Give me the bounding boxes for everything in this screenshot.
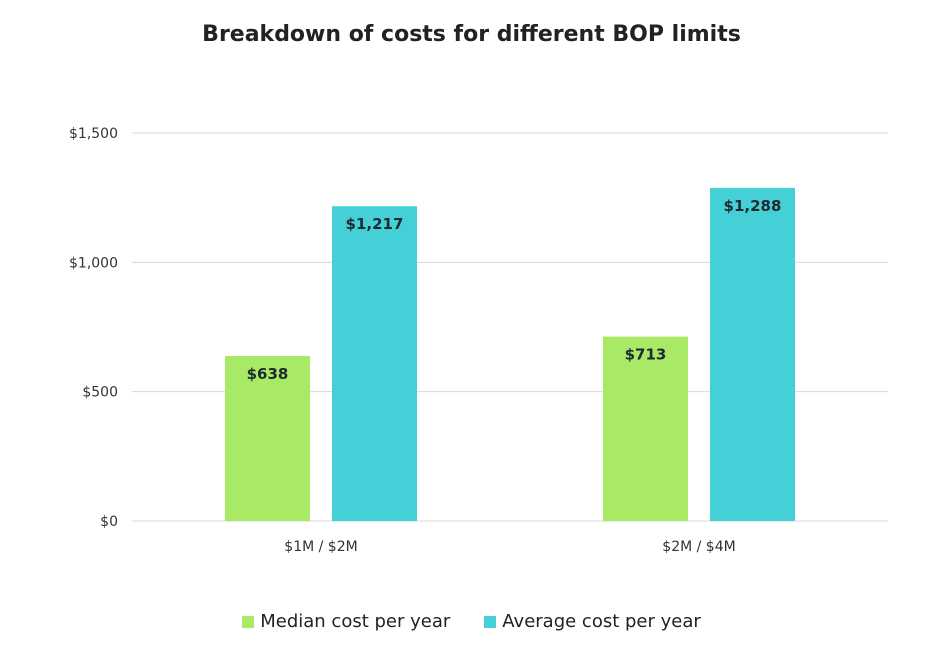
legend: Median cost per year Average cost per ye… — [0, 611, 943, 632]
x-tick-label: $1M / $2M — [284, 539, 357, 555]
data-label: $638 — [247, 365, 289, 383]
y-tick-label: $0 — [100, 514, 118, 530]
legend-swatch-average — [484, 615, 497, 628]
bar — [710, 187, 795, 521]
y-tick-label: $500 — [82, 385, 118, 401]
bar — [225, 355, 310, 521]
y-tick-label: $1,000 — [69, 255, 118, 271]
y-tick-label: $1,500 — [69, 126, 118, 142]
legend-label-average: Average cost per year — [502, 611, 701, 632]
bar — [603, 336, 688, 521]
data-label: $1,217 — [346, 215, 404, 233]
bar — [332, 206, 417, 521]
data-label: $1,288 — [724, 197, 782, 215]
bar-chart: $0 $500 $1,000 $1,500 $638 $1,217 $1M / $2M $71… — [69, 126, 888, 555]
legend-swatch-median — [242, 615, 255, 628]
legend-item-median[interactable]: Median cost per year — [242, 611, 450, 632]
chart-title: Breakdown of costs for different BOP lim… — [202, 22, 741, 47]
legend-label-median: Median cost per year — [260, 611, 451, 632]
x-tick-label: $2M / $4M — [662, 539, 735, 555]
data-label: $713 — [625, 346, 667, 364]
legend-item-average[interactable]: Average cost per year — [484, 611, 701, 632]
